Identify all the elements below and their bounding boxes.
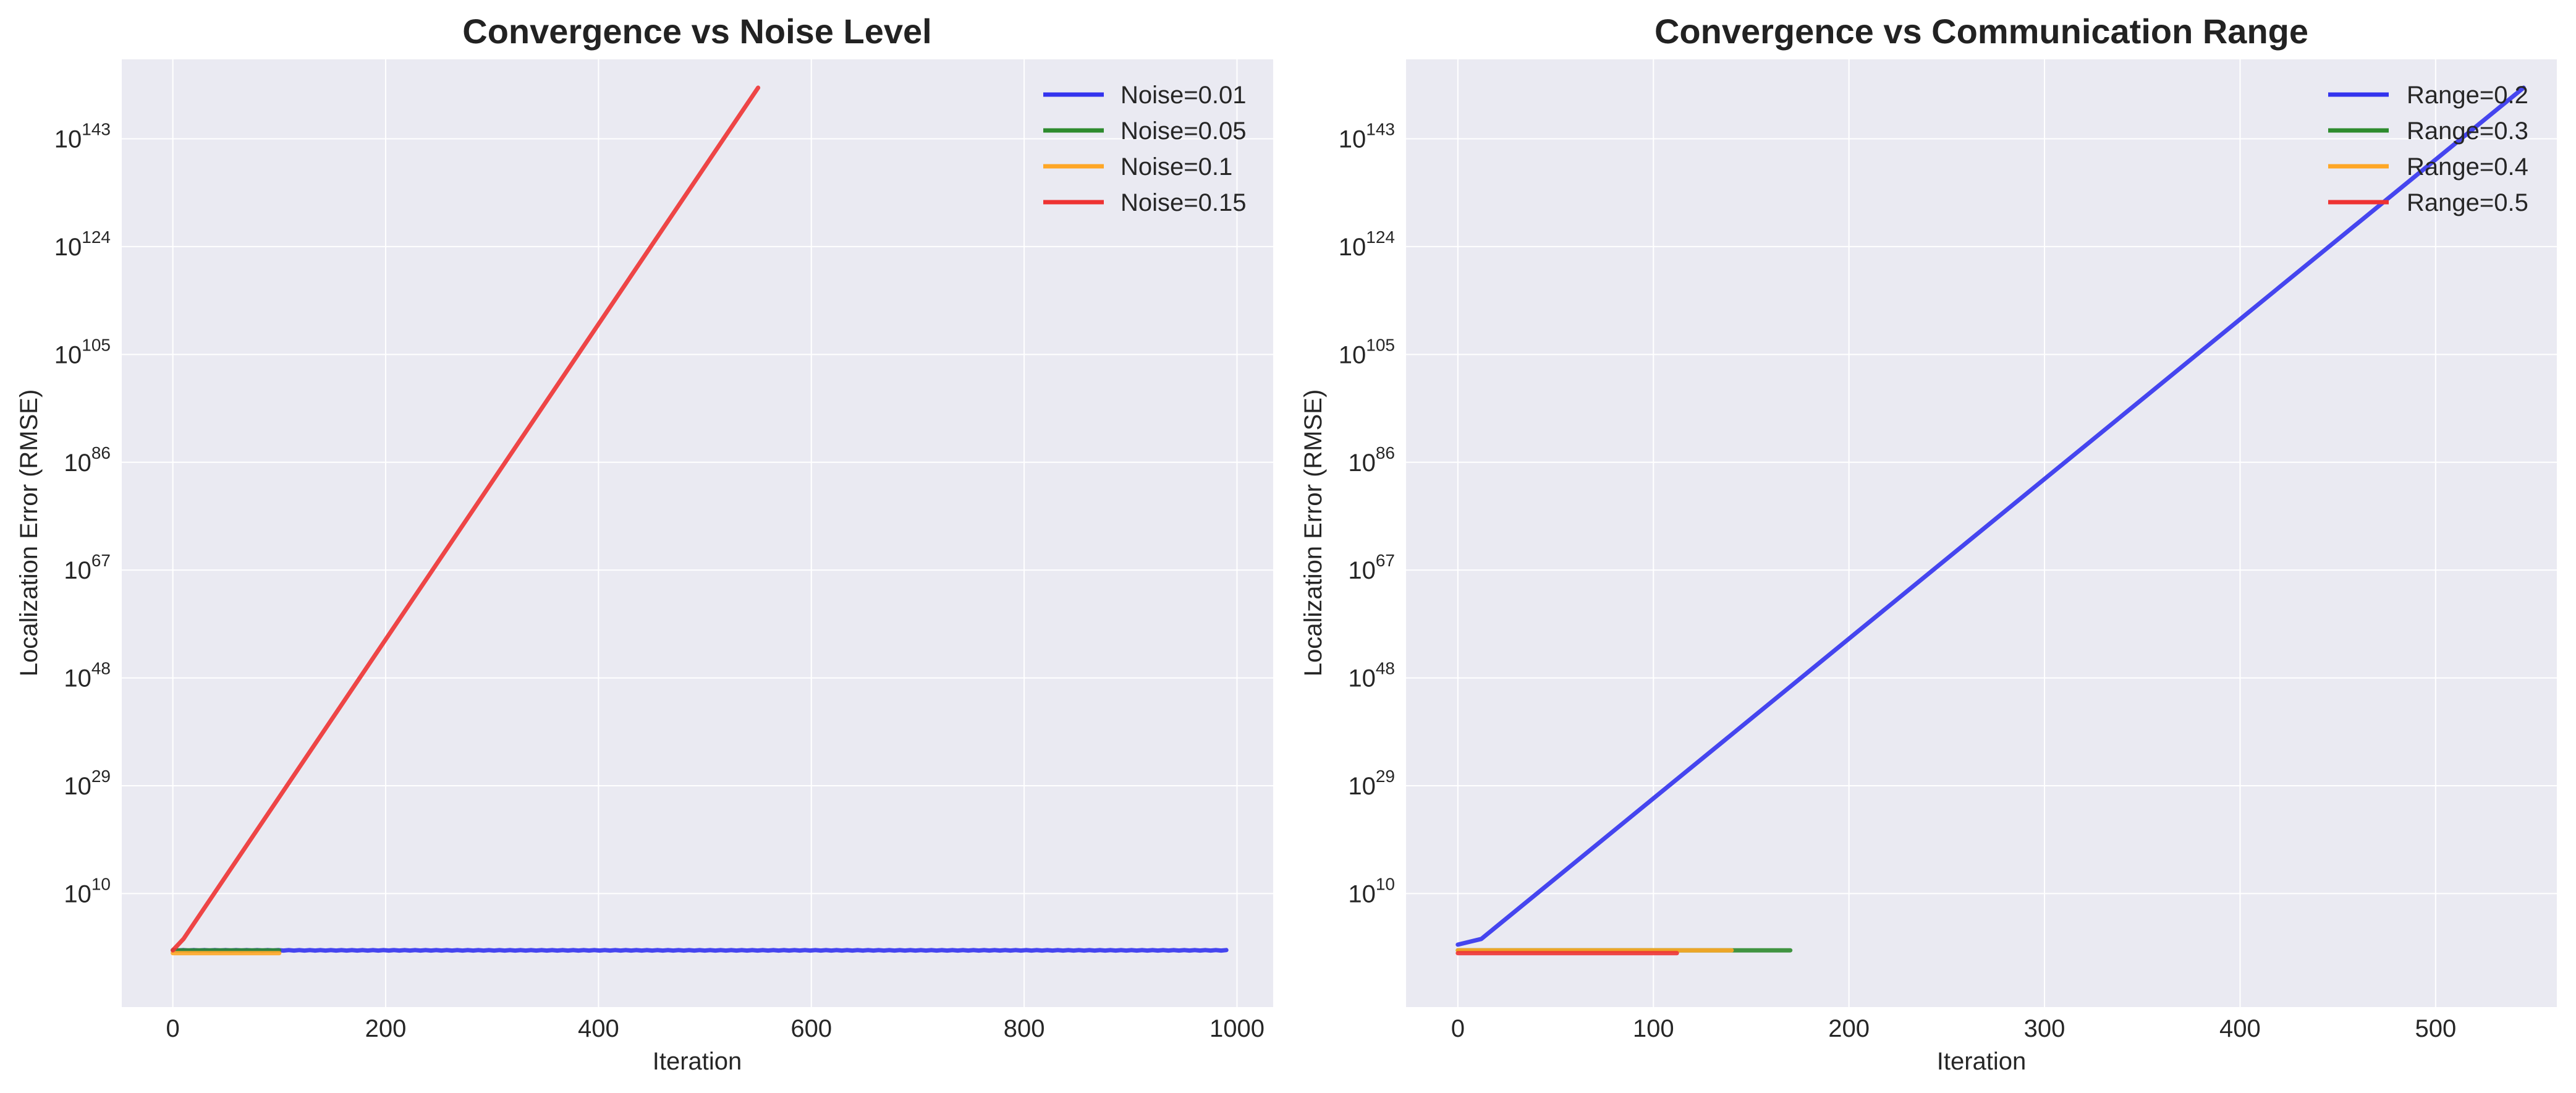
y-tick-labels: 1010 1029 1048 1067 1086 10105 10124 10143 — [54, 120, 111, 908]
x-tick-label: 200 — [365, 1015, 407, 1042]
y-tick-label: 1086 — [1348, 443, 1395, 477]
y-tick-label: 10143 — [1339, 120, 1395, 153]
chart-title: Convergence vs Noise Level — [462, 12, 931, 51]
series-line — [171, 85, 761, 953]
x-axis-label: Iteration — [1937, 1048, 2027, 1075]
x-tick-label: 100 — [1633, 1015, 1674, 1042]
y-tick-label: 1048 — [1348, 659, 1395, 692]
legend-entry: Noise=0.01 — [1121, 82, 1246, 109]
x-axis-label: Iteration — [653, 1048, 742, 1075]
x-tick-label: 500 — [2415, 1015, 2456, 1042]
y-tick-label: 1048 — [64, 659, 111, 692]
y-tick-label: 1067 — [1348, 551, 1395, 584]
legend: Range=0.2 Range=0.3 Range=0.4 Range=0.5 — [2328, 82, 2528, 216]
y-tick-labels: 1010 1029 1048 1067 1086 10105 10124 10143 — [1339, 120, 1395, 908]
legend-entry: Range=0.5 — [2407, 189, 2528, 216]
y-tick-label: 1086 — [64, 443, 111, 477]
x-tick-label: 600 — [790, 1015, 832, 1042]
series-lines — [171, 85, 1229, 956]
grid-lines — [122, 59, 1273, 1007]
y-tick-label: 10105 — [1339, 335, 1395, 368]
y-axis-label: Localization Error (RMSE) — [15, 389, 43, 677]
series-line — [1455, 85, 2526, 947]
y-tick-label: 1029 — [64, 767, 111, 800]
chart-communication-range: 0 100 200 300 400 500 10101029104810671086101… — [1300, 12, 2557, 1075]
x-tick-label: 0 — [1451, 1015, 1465, 1042]
y-tick-label: 10105 — [54, 335, 111, 368]
plot-area — [122, 59, 1273, 1007]
chart-title: Convergence vs Communication Range — [1654, 12, 2308, 51]
legend-entry: Range=0.3 — [2407, 117, 2528, 145]
x-tick-label: 200 — [1828, 1015, 1870, 1042]
y-tick-label: 1029 — [1348, 767, 1395, 800]
legend-entry: Range=0.4 — [2407, 153, 2528, 181]
legend-entry: Noise=0.1 — [1121, 153, 1232, 181]
x-tick-label: 1000 — [1210, 1015, 1265, 1042]
y-tick-label: 1010 — [1348, 874, 1395, 908]
y-tick-label: 10124 — [54, 228, 111, 261]
x-tick-label: 800 — [1004, 1015, 1045, 1042]
legend-entry: Noise=0.05 — [1121, 117, 1246, 145]
y-axis-label: Localization Error (RMSE) — [1300, 389, 1327, 677]
series-line — [171, 948, 1229, 953]
x-tick-labels: 0 200 400 600 800 1000 — [166, 1015, 1265, 1042]
x-tick-label: 300 — [2024, 1015, 2065, 1042]
y-tick-label: 10124 — [1339, 228, 1395, 261]
grid-lines — [1406, 59, 2557, 1007]
y-tick-label: 1010 — [64, 874, 111, 908]
chart-noise-level: 0 200 400 600 800 1000 1010102910481067108610… — [15, 12, 1273, 1075]
series-lines — [1455, 85, 2526, 956]
y-tick-label: 10143 — [54, 120, 111, 153]
legend-entry: Noise=0.15 — [1121, 189, 1246, 216]
legend-entry: Range=0.2 — [2407, 82, 2528, 109]
x-tick-label: 400 — [578, 1015, 619, 1042]
x-tick-label: 400 — [2219, 1015, 2261, 1042]
x-tick-label: 0 — [166, 1015, 180, 1042]
y-tick-label: 1067 — [64, 551, 111, 584]
x-tick-labels: 0 100 200 300 400 500 — [1451, 1015, 2456, 1042]
legend: Noise=0.01 Noise=0.05 Noise=0.1 Noise=0.… — [1043, 82, 1246, 216]
